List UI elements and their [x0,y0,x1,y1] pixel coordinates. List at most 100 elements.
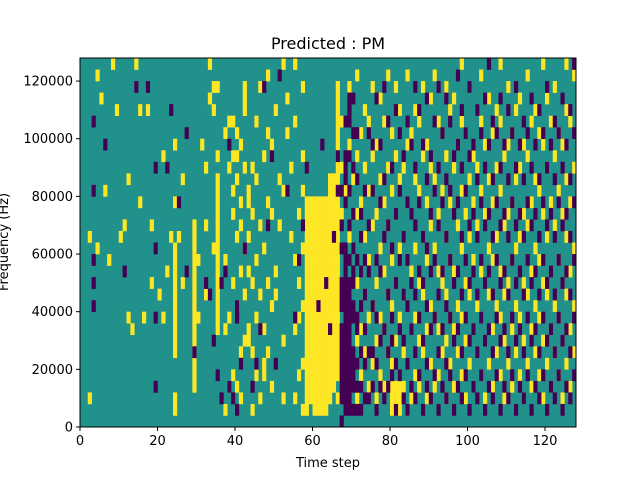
heatmap-cell-low [521,173,526,186]
heatmap-cell-low [409,380,414,393]
heatmap-cell-low [483,334,488,347]
heatmap-cell-high [444,334,449,347]
heatmap-cell-low [548,265,554,278]
heatmap-cell-high [312,392,317,405]
heatmap-cell-low [475,104,480,116]
heatmap-cell-high [393,380,399,393]
heatmap-cell-high [231,207,236,220]
heatmap-cell-high [459,115,464,128]
heatmap-cell-high [328,288,333,301]
heatmap-cell-high [335,242,340,255]
heatmap-cell-high [273,288,278,301]
heatmap-cell-low [448,311,453,324]
x-axis-label: Time step [295,456,360,471]
heatmap-cell-low [343,115,348,128]
heatmap-cell-low [386,346,391,359]
heatmap-cell-low [463,369,468,382]
heatmap-cell-low [413,219,418,232]
heatmap-cell-low [370,380,375,393]
heatmap-cell-high [304,265,309,278]
heatmap-cell-high [320,403,325,416]
heatmap-cell-low [556,127,561,140]
heatmap-cell-high [572,242,577,255]
heatmap-cell-high [173,392,178,405]
heatmap-cell-high [238,392,244,405]
heatmap-cell-high [564,58,569,70]
heatmap-cell-high [161,311,166,324]
heatmap-cell-high [355,334,360,347]
heatmap-cell-low [409,207,414,220]
x-tick-label: 120 [533,434,558,449]
heatmap-cell-high [378,173,383,186]
heatmap-cell-low [347,323,352,336]
heatmap-cell-low [235,311,240,324]
heatmap-cell-low [572,58,577,70]
heatmap-cell-low [351,300,356,312]
heatmap-cell-high [545,288,550,301]
heatmap-cell-high [424,392,430,405]
heatmap-cell-high [413,369,418,382]
heatmap-cell-high [498,265,503,278]
heatmap-cell-low [386,115,391,128]
heatmap-cell-low [390,311,395,324]
heatmap-cell-high [498,369,503,382]
heatmap-cell-low [463,254,468,266]
heatmap-cell-high [269,138,275,151]
heatmap-cell-low [397,254,402,266]
heatmap-cell-low [339,357,344,370]
heatmap-cell-low [227,138,232,151]
heatmap-cell-high [424,323,430,336]
heatmap-cell-high [397,242,402,255]
heatmap-cell-high [564,173,569,186]
heatmap-cell-high [486,92,492,105]
heatmap-cell-high [455,300,461,312]
heatmap-cell-low [494,369,499,382]
heatmap-cell-low [483,92,488,105]
heatmap-cell-high [494,346,499,359]
heatmap-cell-high [316,323,321,336]
heatmap-cell-high [514,173,519,186]
heatmap-cell-high [386,161,391,174]
heatmap-cell-high [308,369,313,382]
heatmap-cell-high [370,150,375,163]
heatmap-cell-high [308,300,313,312]
heatmap-cell-low [339,323,344,336]
heatmap-cell-high [312,380,317,393]
heatmap-cell-high [335,265,340,278]
heatmap-cell-low [545,219,550,232]
heatmap-cell-high [227,311,232,324]
heatmap-cell-low [498,334,503,347]
x-tick-label: 80 [382,434,399,449]
heatmap-cell-high [374,392,379,405]
heatmap-cell-low [285,184,290,197]
heatmap-cell-high [514,242,519,255]
heatmap-cell-low [548,207,554,220]
heatmap-cell-low [455,323,461,336]
heatmap-cell-high [328,369,333,382]
heatmap-cell-high [362,161,368,174]
heatmap-cell-low [552,230,557,243]
heatmap-cell-low [556,369,561,382]
heatmap-cell-low [552,392,557,405]
heatmap-cell-high [173,334,178,347]
heatmap-cell-high [192,334,197,347]
heatmap-cell-low [355,380,360,393]
heatmap-cell-high [355,69,360,82]
heatmap-cell-high [192,242,197,255]
heatmap-cell-high [277,219,282,232]
heatmap-cell-high [339,161,344,174]
heatmap-cell-high [490,323,495,336]
heatmap-cell-low [510,254,515,266]
heatmap-cell-low [393,207,399,220]
heatmap-cell-high [304,380,309,393]
heatmap-cell-low [343,300,348,312]
heatmap-cell-low [145,81,151,93]
heatmap-cell-high [320,265,325,278]
heatmap-cell-low [250,380,255,393]
heatmap-cell-high [300,81,306,93]
heatmap-cell-low [343,242,348,255]
heatmap-cell-high [316,230,321,243]
heatmap-cell-low [339,242,344,255]
heatmap-cell-low [529,219,534,232]
heatmap-cell-high [386,69,391,82]
